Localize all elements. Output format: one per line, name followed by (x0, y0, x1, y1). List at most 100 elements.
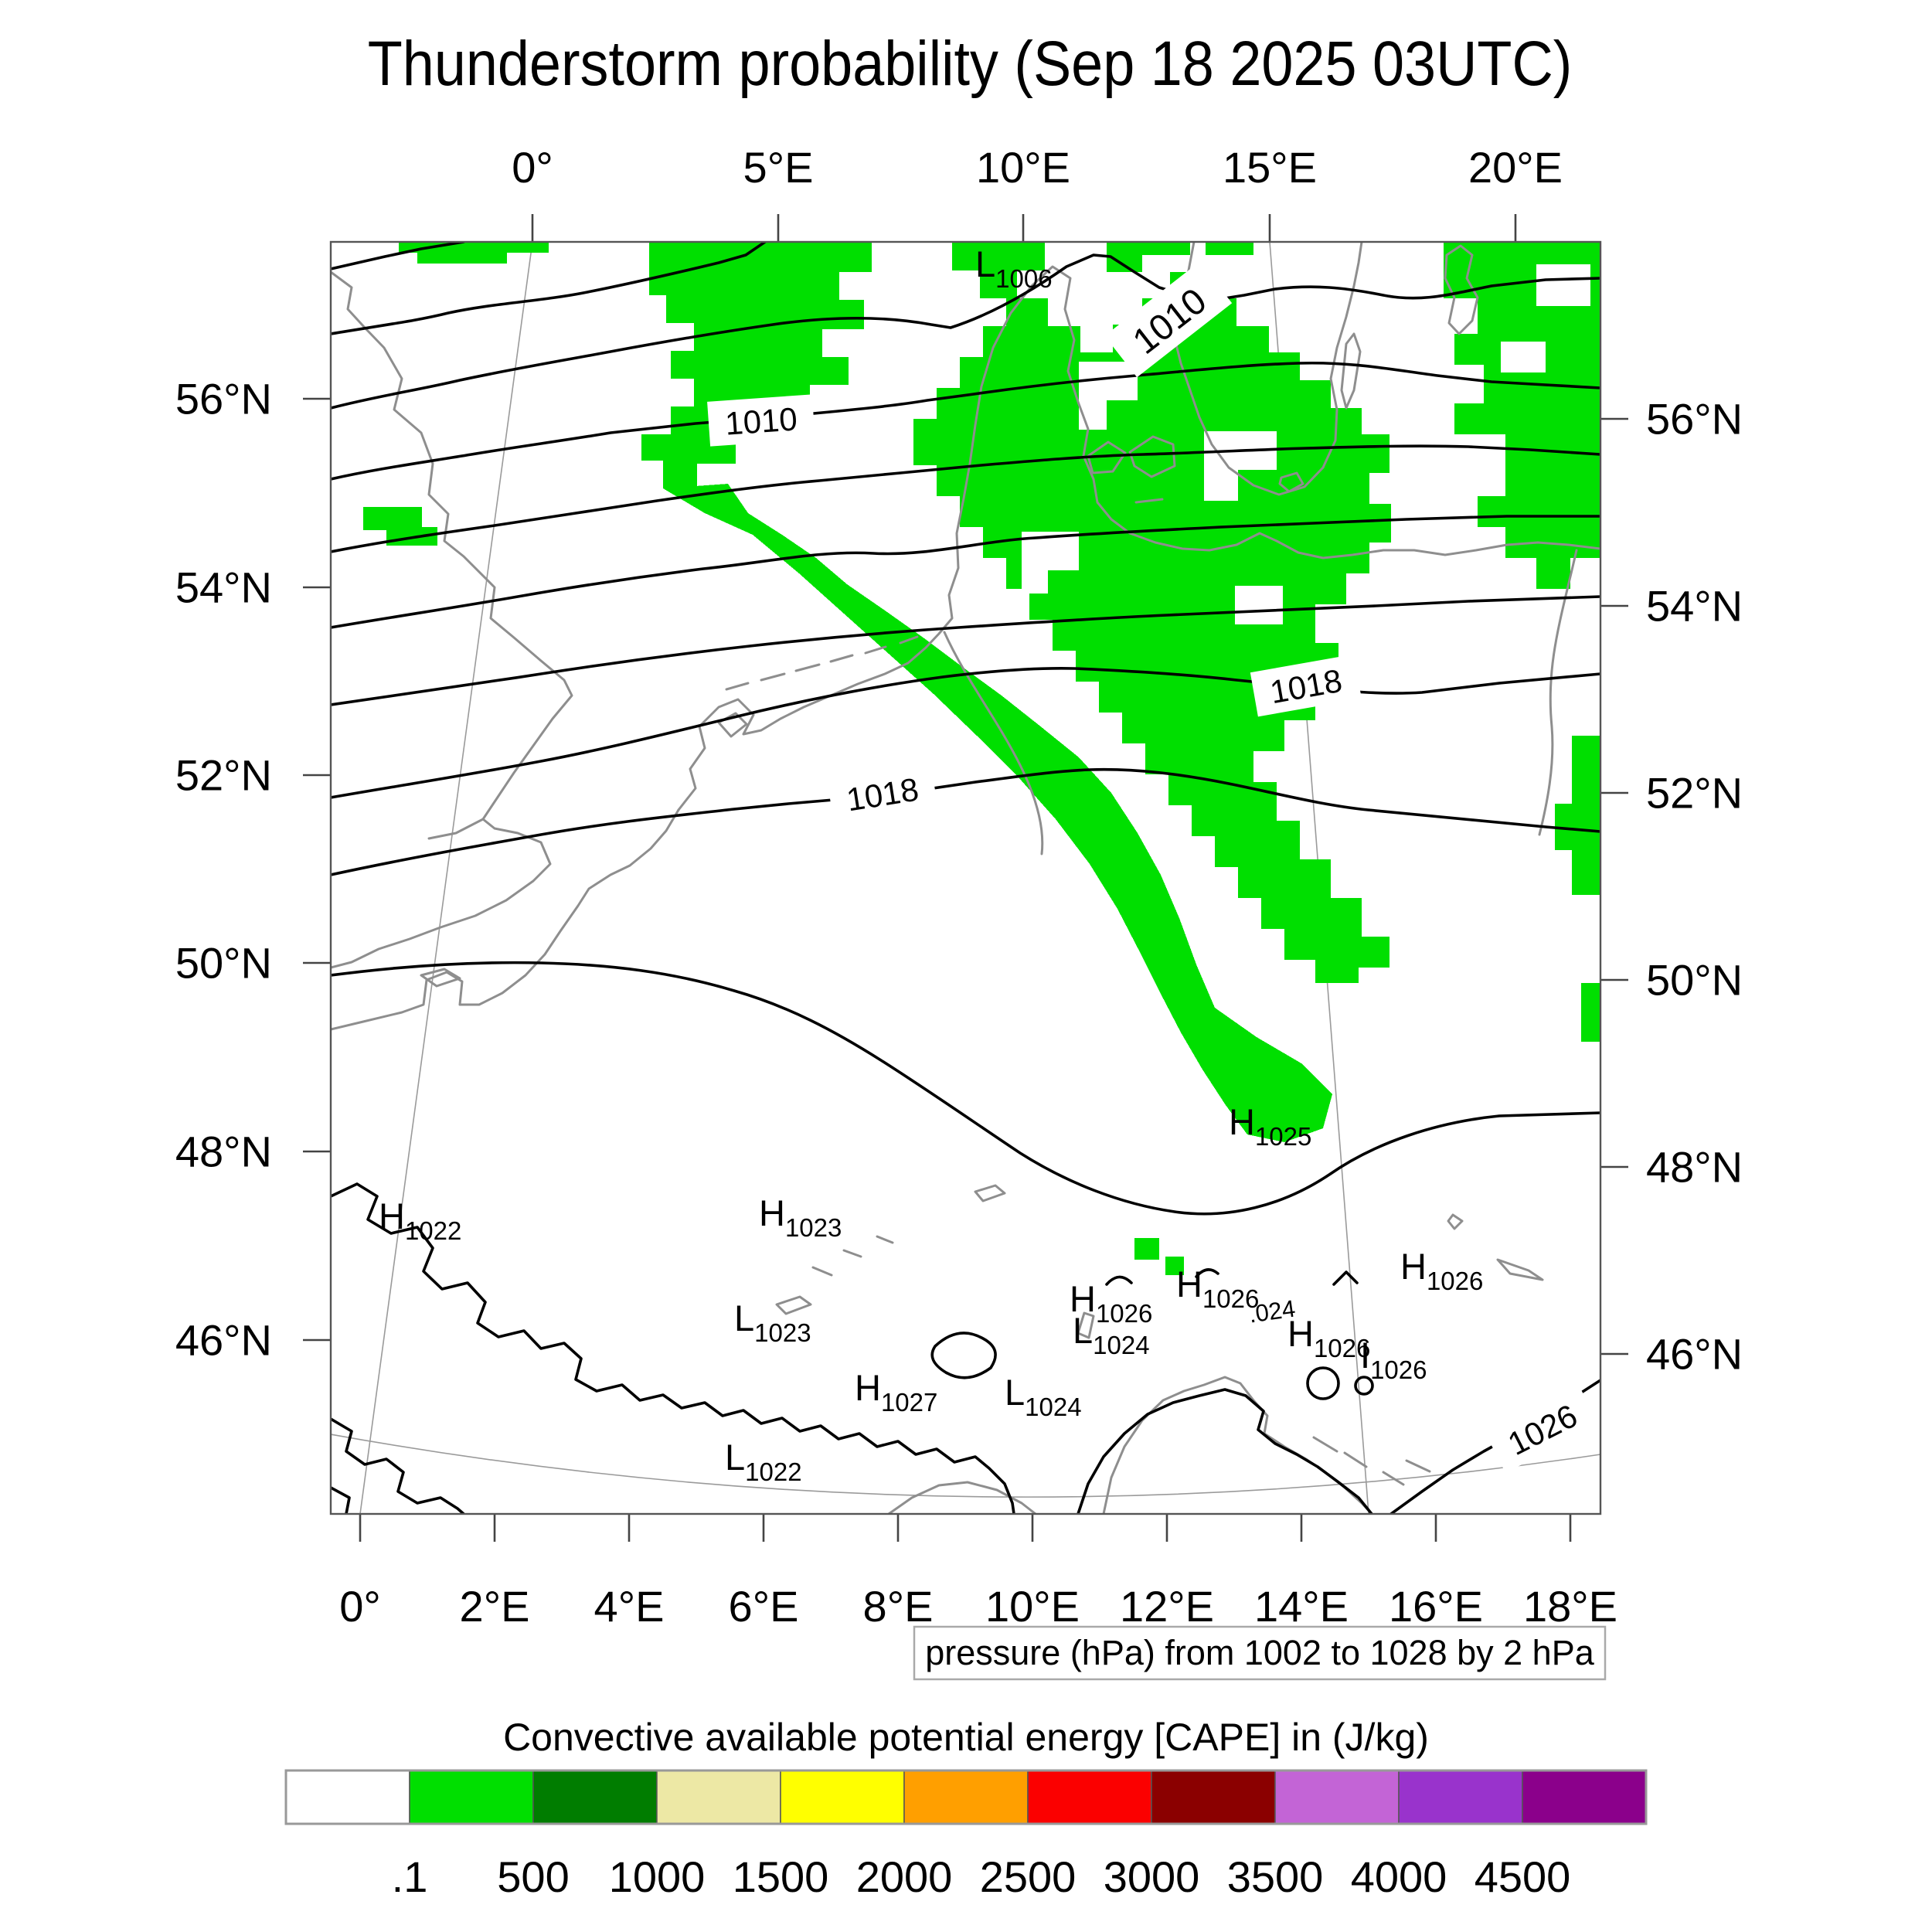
bottom-tick-label: 6°E (729, 1582, 799, 1631)
colorbar-swatch-9 (1398, 1770, 1523, 1825)
pressure-center-H1027: H1027 (855, 1367, 937, 1417)
lake-neusiedl (1447, 1213, 1464, 1230)
colorbar-label: 1000 (609, 1852, 706, 1901)
isobar-labels: 1010 1010 1018 1018 1026 .024 (707, 261, 1600, 1473)
isobar-label-1010: 1010 (724, 400, 798, 441)
bottom-tick-label: 14°E (1254, 1582, 1349, 1631)
pressure-center-H1023: H1023 (759, 1192, 842, 1242)
bottom-tick-label: 2°E (460, 1582, 530, 1631)
right-tick-label: 50°N (1646, 956, 1743, 1005)
bottom-tick-label: 8°E (863, 1582, 934, 1631)
pressure-center-L1022: L1022 (725, 1437, 802, 1486)
coast-lolland (1134, 498, 1164, 504)
pressure-center-L1006: L1006 (975, 243, 1053, 293)
isobars (331, 242, 1600, 1514)
parallel-45deg (331, 1434, 1600, 1498)
right-tick-label: 46°N (1646, 1330, 1743, 1379)
lake-constance (974, 1184, 1006, 1202)
isobar-label-1024-fragment: .024 (1247, 1294, 1298, 1328)
coast-gotland (1444, 244, 1479, 335)
bottom-tick-label: 4°E (594, 1582, 665, 1631)
top-tick-label: 0° (512, 143, 553, 192)
colorbar-border (284, 1769, 1648, 1825)
coast-oland (1340, 332, 1362, 410)
coast-france-north (331, 808, 680, 1031)
colorbar-swatch-0 (285, 1770, 410, 1825)
coast-ijsselmeer (717, 712, 748, 738)
colorbar-label: 2000 (856, 1852, 953, 1901)
pressure-center-H1026-east: H1026 (1400, 1246, 1483, 1295)
colorbar-label: 3500 (1227, 1852, 1324, 1901)
colorbar-swatch-10 (1522, 1770, 1647, 1825)
colorbar-title: Convective available potential energy [C… (503, 1716, 1429, 1759)
colorbar-label: 4500 (1475, 1852, 1571, 1901)
right-tick-label: 48°N (1646, 1143, 1743, 1192)
pressure-centers: L1006 H1022 H1023 L1023 H1027 L1022 L102… (379, 243, 1483, 1486)
bottom-tick-label: 18°E (1523, 1582, 1617, 1631)
bottom-tick-label: 10°E (985, 1582, 1080, 1631)
colorbar-label: .1 (392, 1852, 428, 1901)
coast-funen (1087, 440, 1127, 474)
colorbar: Convective available potential energy [C… (284, 1716, 1648, 1901)
left-tick-label: 52°N (175, 751, 272, 800)
colorbar-label: 2500 (980, 1852, 1077, 1901)
map-frame (329, 240, 1602, 1515)
pressure-center-L1024-west: L1024 (1005, 1372, 1082, 1421)
left-tick-label: 50°N (175, 939, 272, 988)
pressure-center-I1026: I1026 (1360, 1335, 1427, 1384)
pressure-center-H1026-b: H1026 (1176, 1264, 1259, 1313)
axis-top: 0° 5°E 10°E 15°E 20°E (512, 143, 1563, 242)
top-tick-label: 15°E (1223, 143, 1317, 192)
coast-liguria (887, 1481, 1037, 1514)
lake-geneva (775, 1295, 812, 1315)
coast-bornholm (1278, 471, 1304, 493)
colorbar-swatch-7 (1151, 1770, 1276, 1825)
top-tick-label: 5°E (743, 143, 814, 192)
page-title: Thunderstorm probability (Sep 18 2025 03… (368, 27, 1573, 99)
right-tick-label: 52°N (1646, 769, 1743, 818)
colorbar-label: 500 (497, 1852, 569, 1901)
cape-fill-region (363, 242, 1600, 1275)
colorbar-label: 4000 (1351, 1852, 1447, 1901)
pressure-center-H1026-c: H1026 (1287, 1313, 1370, 1362)
colorbar-labels: .1 500 1000 1500 2000 2500 3000 3500 400… (392, 1852, 1571, 1901)
top-tick-label: 10°E (976, 143, 1070, 192)
lake-garda (1077, 1311, 1095, 1339)
meridian-0deg (359, 242, 533, 1514)
left-tick-label: 46°N (175, 1316, 272, 1365)
figure-title-group: Thunderstorm probability (Sep 18 2025 03… (368, 27, 1573, 99)
river-elbe (943, 631, 1044, 855)
colorbar-swatch-1 (409, 1770, 534, 1825)
colorbar-label: 3000 (1104, 1852, 1200, 1901)
colorbar-swatch-4 (780, 1770, 905, 1825)
right-tick-label: 56°N (1646, 395, 1743, 444)
pressure-center-H1025: H1025 (1229, 1101, 1311, 1151)
river-vistula (1538, 549, 1578, 836)
right-tick-label: 54°N (1646, 582, 1743, 631)
colorbar-swatch-3 (656, 1770, 781, 1825)
axis-right: 56°N 54°N 52°N 50°N 48°N 46°N (1600, 395, 1743, 1379)
colorbar-swatches (285, 1770, 1647, 1825)
axis-left: 56°N 54°N 52°N 50°N 48°N 46°N (175, 375, 331, 1365)
colorbar-swatch-8 (1274, 1770, 1400, 1825)
coast-zealand (1128, 435, 1176, 478)
colorbar-swatch-6 (1027, 1770, 1152, 1825)
coast-isle-of-wight (420, 968, 461, 988)
coast-britain (331, 270, 573, 969)
coast-frisian-islands (725, 635, 919, 691)
coast-croatian-islands (1312, 1436, 1431, 1486)
pressure-center-L1023: L1023 (734, 1298, 811, 1347)
axis-bottom: 0° 2°E 4°E 6°E 8°E 10°E 12°E 14°E 16°E 1… (339, 1514, 1617, 1631)
pressure-center-L1024-small: L1024 (1073, 1310, 1150, 1359)
coast-thames (427, 818, 485, 840)
bottom-tick-label: 16°E (1389, 1582, 1483, 1631)
pressure-note-box: pressure (hPa) from 1002 to 1028 by 2 hP… (913, 1625, 1607, 1681)
colorbar-swatch-2 (532, 1770, 658, 1825)
pressure-center-H1026-a: H1026 (1070, 1278, 1152, 1328)
pressure-note-text: pressure (hPa) from 1002 to 1028 by 2 hP… (925, 1633, 1594, 1672)
bottom-tick-label: 0° (339, 1582, 381, 1631)
left-tick-label: 56°N (175, 375, 272, 423)
alpine-lakes (811, 1235, 894, 1277)
coast-netherlands-jutland-baltic (677, 265, 1600, 811)
